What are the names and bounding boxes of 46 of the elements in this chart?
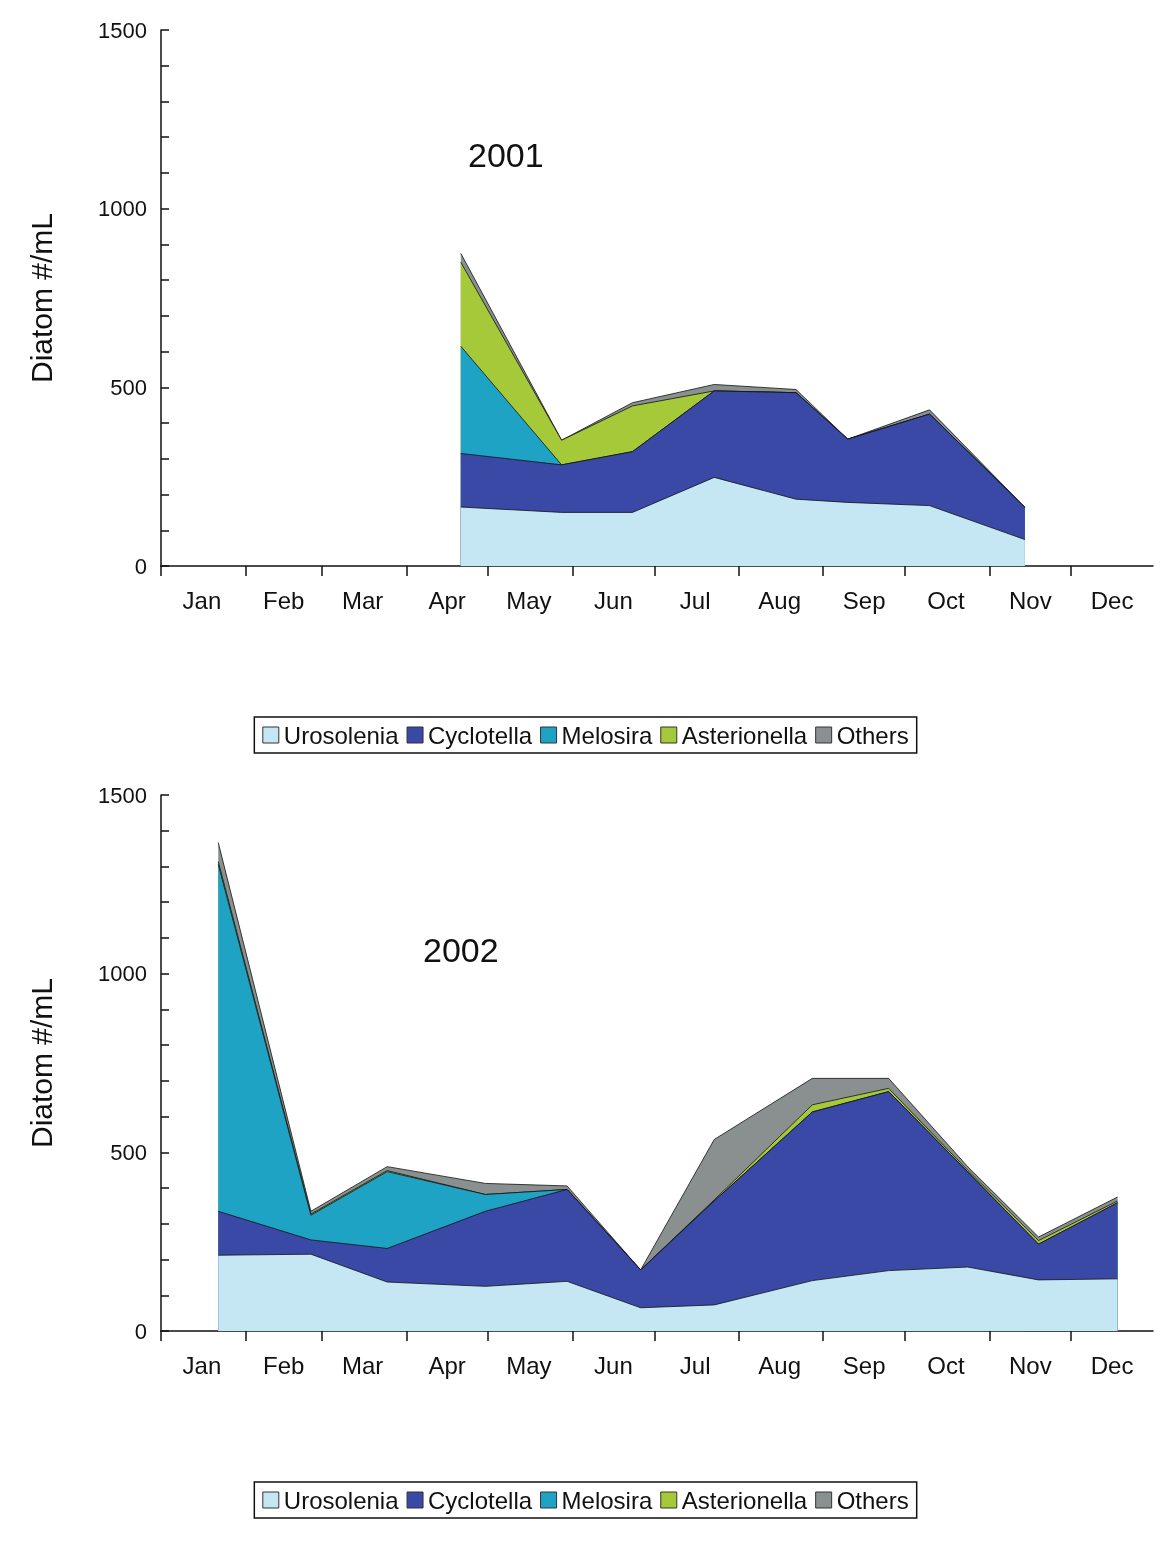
y-tick-label: 500 xyxy=(110,374,147,400)
y-tick-label: 1500 xyxy=(98,17,147,43)
legend-label: Melosira xyxy=(561,1486,653,1514)
legend-label: Others xyxy=(836,721,909,749)
x-tick-label: Apr xyxy=(428,586,466,614)
text: 2002 xyxy=(423,931,499,969)
x-tick-label: Feb xyxy=(262,586,305,614)
legend-label: Urosolenia xyxy=(283,1486,400,1514)
x-tick-label: Mar xyxy=(342,1351,384,1379)
legend-label: Urosolenia xyxy=(283,721,400,749)
x-tick-label: Dec xyxy=(1090,586,1134,614)
x-tick-label: Mar xyxy=(342,586,384,614)
text: 2001 xyxy=(468,136,544,174)
x-tick-label: Oct xyxy=(927,1351,965,1379)
x-tick-label: Oct xyxy=(927,586,965,614)
x-tick-label: Jun xyxy=(594,1351,633,1379)
legend-label: Asterionella xyxy=(681,721,808,749)
y-axis-title: Diatom #/mL xyxy=(24,212,58,384)
x-tick-label: Jul xyxy=(679,586,711,614)
x-tick-label: Jun xyxy=(594,586,633,614)
x-tick-label: Nov xyxy=(1009,1351,1052,1379)
x-tick-label: May xyxy=(506,586,552,614)
x-tick-label: Aug xyxy=(758,586,801,614)
y-tick-label: 0 xyxy=(134,553,147,579)
legend-label: Cyclotella xyxy=(428,721,533,749)
legend-label: Melosira xyxy=(561,721,653,749)
x-tick-label: Nov xyxy=(1009,586,1052,614)
x-tick-label: May xyxy=(506,1351,552,1379)
x-tick-label: Jul xyxy=(679,1351,711,1379)
x-tick-label: Dec xyxy=(1090,1351,1134,1379)
x-tick-label: Jan xyxy=(182,1351,222,1379)
x-tick-label: Sep xyxy=(842,1351,886,1379)
y-tick-label: 1000 xyxy=(98,961,147,987)
y-tick-label: 0 xyxy=(134,1318,147,1344)
x-tick-label: Aug xyxy=(758,1351,801,1379)
x-tick-label: Apr xyxy=(428,1351,466,1379)
y-axis-title: Diatom #/mL xyxy=(24,977,58,1149)
x-tick-label: Jan xyxy=(182,586,222,614)
x-tick-label: Feb xyxy=(262,1351,305,1379)
legend-label: Others xyxy=(836,1486,909,1514)
y-tick-label: 1500 xyxy=(98,782,147,808)
y-tick-label: 1000 xyxy=(98,196,147,222)
legend-label: Cyclotella xyxy=(428,1486,533,1514)
legend-label: Asterionella xyxy=(681,1486,808,1514)
y-tick-label: 500 xyxy=(110,1139,147,1165)
x-tick-label: Sep xyxy=(842,586,886,614)
